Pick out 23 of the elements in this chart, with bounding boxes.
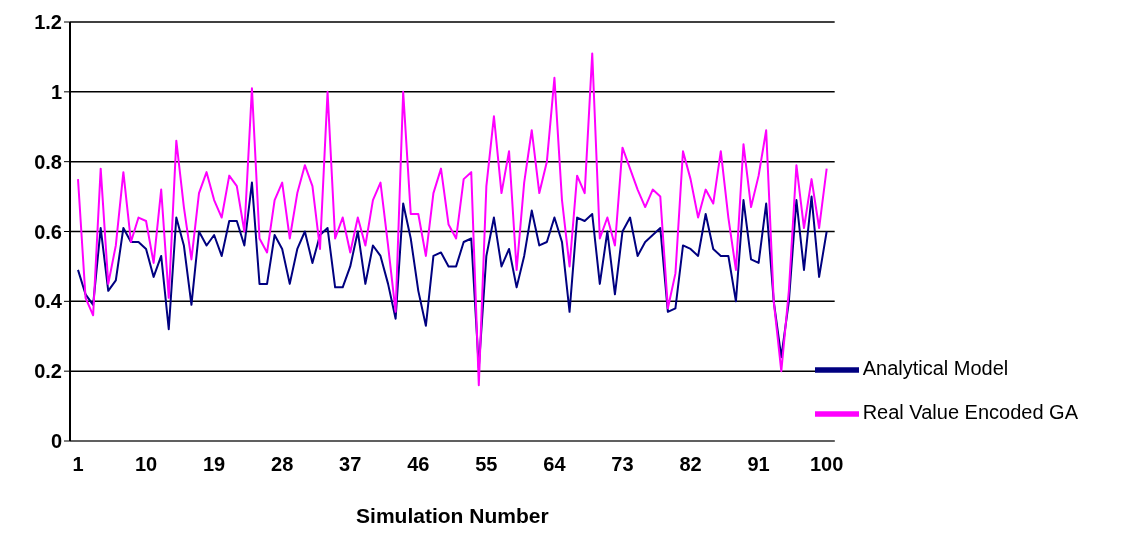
y-tick-label: 0.4: [34, 290, 63, 313]
x-tick-label: 73: [611, 453, 634, 476]
x-tick-label: 1: [72, 453, 84, 476]
y-tick-label: 0.2: [34, 360, 62, 383]
x-tick-label: 28: [271, 453, 294, 476]
y-tick-label: 0: [50, 430, 62, 453]
y-tick-label: 0.8: [34, 150, 62, 173]
x-tick-label: 10: [134, 453, 158, 476]
y-tick-label: 1: [50, 80, 62, 103]
x-tick-label: 82: [679, 453, 702, 476]
x-axis-title: Simulation Number: [356, 504, 549, 527]
legend-label: Analytical Model: [862, 357, 1009, 380]
x-tick-label: 46: [407, 453, 430, 476]
line-series: [77, 52, 828, 387]
y-tick-label: 1.2: [34, 11, 62, 34]
x-tick-label: 37: [339, 453, 362, 476]
x-tick-label: 100: [809, 453, 844, 476]
y-tick-label: 0.6: [34, 220, 62, 243]
x-tick-label: 64: [543, 453, 567, 476]
x-tick-label: 19: [203, 453, 226, 476]
legend-label: Real Value Encoded GA: [862, 401, 1078, 424]
x-tick-label: 55: [475, 453, 498, 476]
x-tick-label: 91: [747, 453, 770, 476]
